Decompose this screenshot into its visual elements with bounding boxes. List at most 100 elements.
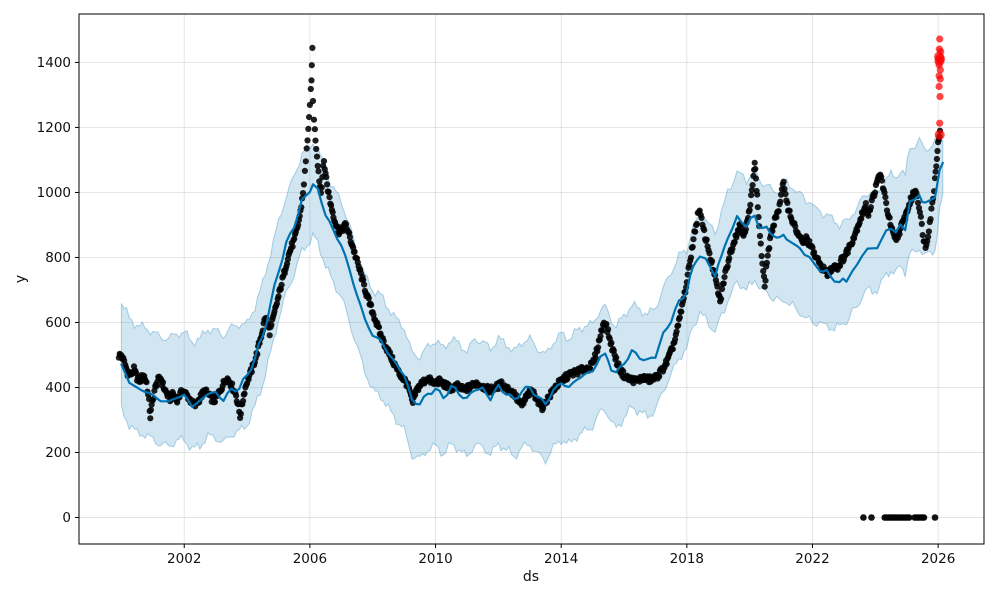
actual-point xyxy=(309,44,316,52)
actual-point xyxy=(302,158,309,165)
actual-point xyxy=(361,281,368,288)
actual-point xyxy=(925,228,933,235)
outlier-point xyxy=(934,129,945,140)
zero-point xyxy=(920,514,928,521)
actual-point xyxy=(289,243,296,250)
forecast-line xyxy=(120,161,944,408)
actual-point xyxy=(786,207,793,214)
actual-point xyxy=(329,209,336,216)
actual-point xyxy=(233,392,240,399)
actual-point xyxy=(752,175,760,182)
actual-point xyxy=(718,295,725,302)
actual-point xyxy=(266,332,273,339)
actual-point xyxy=(360,276,367,283)
actual-point xyxy=(320,158,328,165)
actual-point xyxy=(678,308,685,315)
y-tick-label: 800 xyxy=(45,250,71,266)
actual-point xyxy=(927,216,934,223)
actual-point xyxy=(275,293,282,300)
actual-point xyxy=(782,190,789,198)
actual-point xyxy=(237,410,244,417)
actual-point xyxy=(763,259,771,266)
actual-point xyxy=(773,214,780,221)
actual-point xyxy=(305,125,312,132)
actual-point xyxy=(313,145,320,153)
actual-point xyxy=(211,398,218,406)
actual-point xyxy=(854,227,861,234)
actual-point xyxy=(781,185,788,193)
actual-point xyxy=(574,371,581,378)
actual-point xyxy=(299,190,307,197)
actual-point xyxy=(865,212,872,219)
actual-point xyxy=(836,262,844,270)
y-tick-label: 1000 xyxy=(37,185,71,201)
actual-point xyxy=(325,188,332,196)
actual-point xyxy=(324,181,331,188)
actual-point xyxy=(896,231,903,238)
actual-point xyxy=(153,383,160,390)
actual-point xyxy=(766,245,773,252)
actual-point xyxy=(780,178,787,185)
axes-layer: 2002 2006 2010 2014 2018 2022 2026 0 200 400 600 80… xyxy=(37,13,985,567)
zero-point xyxy=(868,514,875,521)
actual-point xyxy=(934,147,941,155)
uncertainty-band-area xyxy=(120,136,944,466)
actual-point xyxy=(273,300,280,307)
actual-point xyxy=(749,182,756,189)
actual-point xyxy=(703,236,710,243)
actual-point xyxy=(689,243,696,251)
outlier-point xyxy=(936,75,944,83)
actual-point xyxy=(881,189,888,196)
y-tick-label: 0 xyxy=(62,510,71,526)
actual-point xyxy=(598,327,606,334)
actual-point xyxy=(764,252,771,259)
x-tick-label: 2006 xyxy=(293,551,327,567)
actual-point xyxy=(752,165,759,173)
actual-point xyxy=(784,199,791,206)
actual-point xyxy=(326,194,333,201)
outlier-point xyxy=(936,35,944,43)
x-tick-label: 2022 xyxy=(795,551,829,567)
zero-point xyxy=(931,514,939,521)
actual-point xyxy=(613,354,620,361)
actual-point xyxy=(240,397,247,405)
y-tick-label: 600 xyxy=(45,315,71,331)
actual-point xyxy=(278,281,285,288)
actual-point xyxy=(143,379,150,386)
actual-point xyxy=(159,379,167,386)
y-tick-label: 1400 xyxy=(37,55,71,71)
actual-point xyxy=(312,137,319,144)
actual-point xyxy=(931,175,939,182)
grid-layer xyxy=(79,14,984,544)
actual-point xyxy=(676,314,683,321)
y-axis-label: y xyxy=(13,275,29,283)
actual-point xyxy=(308,62,315,69)
actual-point xyxy=(718,285,726,293)
actual-point xyxy=(756,232,764,240)
uncertainty-band xyxy=(120,136,944,466)
actual-point xyxy=(540,405,547,412)
actual-point xyxy=(747,201,754,208)
actual-point xyxy=(761,283,768,290)
actual-point xyxy=(933,163,940,170)
actual-point xyxy=(806,237,813,245)
actual-point xyxy=(673,328,680,335)
actual-point xyxy=(656,373,663,380)
zero-value-scatter xyxy=(860,514,939,521)
actual-point xyxy=(669,346,676,353)
actual-point xyxy=(147,415,154,422)
actual-point xyxy=(615,360,622,367)
actual-point xyxy=(777,198,784,205)
actual-point xyxy=(229,380,236,387)
actual-point xyxy=(933,155,941,163)
outlier-point xyxy=(935,82,943,91)
actual-point xyxy=(323,174,330,181)
actual-point xyxy=(375,324,383,331)
actual-point xyxy=(720,280,727,287)
actual-point xyxy=(760,268,767,275)
actual-point xyxy=(268,321,275,328)
y-tick-label: 1200 xyxy=(37,120,71,136)
actual-point xyxy=(731,239,738,246)
